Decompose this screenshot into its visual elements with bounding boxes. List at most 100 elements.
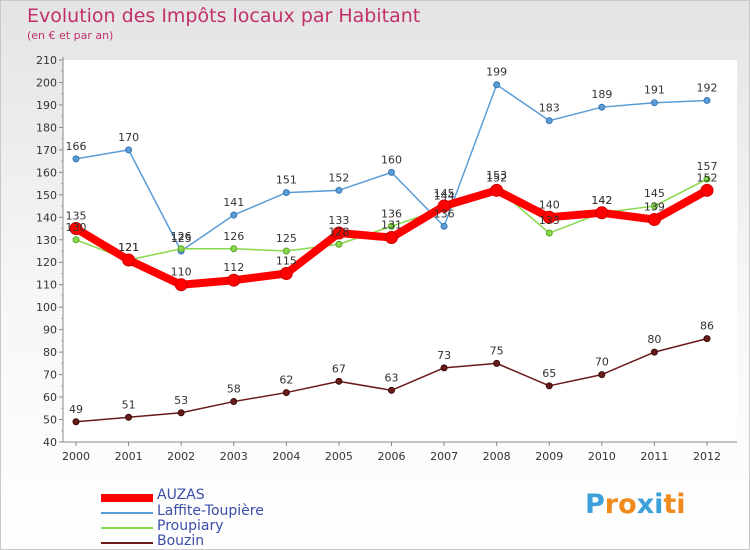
x-tick-label: 2011 xyxy=(640,450,668,463)
data-label: 142 xyxy=(591,194,612,207)
data-label: 49 xyxy=(69,403,83,416)
legend-label-bouzin: Bouzin xyxy=(157,533,205,549)
x-tick-label: 2006 xyxy=(378,450,406,463)
y-tick-label: 170 xyxy=(36,144,57,157)
data-label: 152 xyxy=(328,171,349,184)
data-label: 170 xyxy=(118,131,139,144)
data-point xyxy=(703,96,711,104)
data-point xyxy=(72,236,80,244)
data-point xyxy=(703,175,711,183)
chart-subtitle: (en € et par an) xyxy=(27,29,114,42)
data-label: 128 xyxy=(328,225,349,238)
data-label: 140 xyxy=(539,198,560,211)
data-point xyxy=(388,386,395,394)
x-tick-label: 2007 xyxy=(430,450,458,463)
plot-area xyxy=(63,60,737,442)
data-label: 121 xyxy=(118,241,139,254)
data-point xyxy=(650,202,658,210)
data-label: 126 xyxy=(171,230,192,243)
data-label: 112 xyxy=(223,261,244,274)
legend-swatch-bouzin xyxy=(101,542,153,544)
logo-letter: t xyxy=(663,489,677,520)
x-tick-label: 2012 xyxy=(693,450,721,463)
y-tick-label: 110 xyxy=(36,279,57,292)
data-label: 130 xyxy=(66,221,87,234)
data-label: 142 xyxy=(591,194,612,207)
data-label: 80 xyxy=(647,333,661,346)
data-label: 145 xyxy=(644,187,665,200)
data-point xyxy=(440,222,448,230)
data-label: 58 xyxy=(227,383,241,396)
y-tick-label: 90 xyxy=(43,324,57,337)
data-label: 189 xyxy=(591,88,612,101)
data-label: 157 xyxy=(697,160,718,173)
y-tick-label: 120 xyxy=(36,256,57,269)
data-label: 67 xyxy=(332,362,346,375)
logo-letter: x xyxy=(636,489,655,520)
data-label: 160 xyxy=(381,153,402,166)
data-label: 166 xyxy=(66,140,87,153)
logo-letter: i xyxy=(676,489,686,520)
y-tick-label: 60 xyxy=(43,391,57,404)
data-point xyxy=(650,348,658,356)
data-point xyxy=(703,335,711,343)
y-tick-label: 210 xyxy=(36,54,57,67)
data-label: 125 xyxy=(276,232,297,245)
data-point xyxy=(174,278,188,292)
data-point xyxy=(437,199,451,213)
y-tick-label: 150 xyxy=(36,189,57,202)
data-label: 183 xyxy=(539,102,560,115)
legend-label-auzas: AUZAS xyxy=(157,487,205,503)
data-point xyxy=(125,413,133,421)
x-tick-label: 2008 xyxy=(483,450,511,463)
data-label: 75 xyxy=(490,344,504,357)
x-tick-label: 2002 xyxy=(167,450,195,463)
data-label: 191 xyxy=(644,84,665,97)
data-point xyxy=(282,389,290,397)
data-point xyxy=(545,229,553,237)
data-point xyxy=(490,183,504,197)
y-tick-label: 50 xyxy=(43,414,57,427)
data-point xyxy=(279,266,293,280)
x-tick-label: 2003 xyxy=(220,450,248,463)
data-point xyxy=(385,231,398,245)
data-label: 70 xyxy=(595,356,609,369)
data-label: 125 xyxy=(171,232,192,245)
data-label: 136 xyxy=(381,207,402,220)
data-point xyxy=(545,382,553,390)
y-tick-label: 80 xyxy=(43,346,57,359)
logo-letter: r xyxy=(604,489,619,520)
data-label: 115 xyxy=(276,254,297,267)
x-tick-label: 2004 xyxy=(272,450,300,463)
data-label: 73 xyxy=(437,349,451,362)
data-point xyxy=(282,189,290,197)
data-label: 144 xyxy=(434,189,455,202)
data-label: 133 xyxy=(539,214,560,227)
data-label: 145 xyxy=(434,187,455,200)
data-point xyxy=(230,398,238,406)
proxiti-logo: Proxiti xyxy=(585,489,686,520)
data-label: 135 xyxy=(66,210,87,223)
data-point xyxy=(598,371,606,379)
data-point xyxy=(230,245,238,253)
x-tick-label: 2009 xyxy=(535,450,563,463)
data-point xyxy=(227,273,241,287)
data-label: 151 xyxy=(276,174,297,187)
y-tick-label: 100 xyxy=(36,301,57,314)
data-point xyxy=(598,103,606,111)
legend-swatch-laffite-toupiere xyxy=(101,512,153,514)
legend-swatch-proupiary xyxy=(101,527,153,529)
legend-label-laffite-toupiere: Laffite-Toupière xyxy=(157,503,264,519)
data-point xyxy=(335,240,343,248)
data-label: 121 xyxy=(118,241,139,254)
data-label: 136 xyxy=(434,207,455,220)
y-tick-label: 40 xyxy=(43,436,57,449)
data-label: 152 xyxy=(486,171,507,184)
data-label: 110 xyxy=(171,266,192,279)
data-point xyxy=(545,117,553,125)
chart-title: Evolution des Impôts locaux par Habitant xyxy=(27,5,421,27)
y-tick-label: 160 xyxy=(36,166,57,179)
data-label: 133 xyxy=(328,214,349,227)
data-point xyxy=(332,226,346,240)
data-point xyxy=(72,155,80,163)
